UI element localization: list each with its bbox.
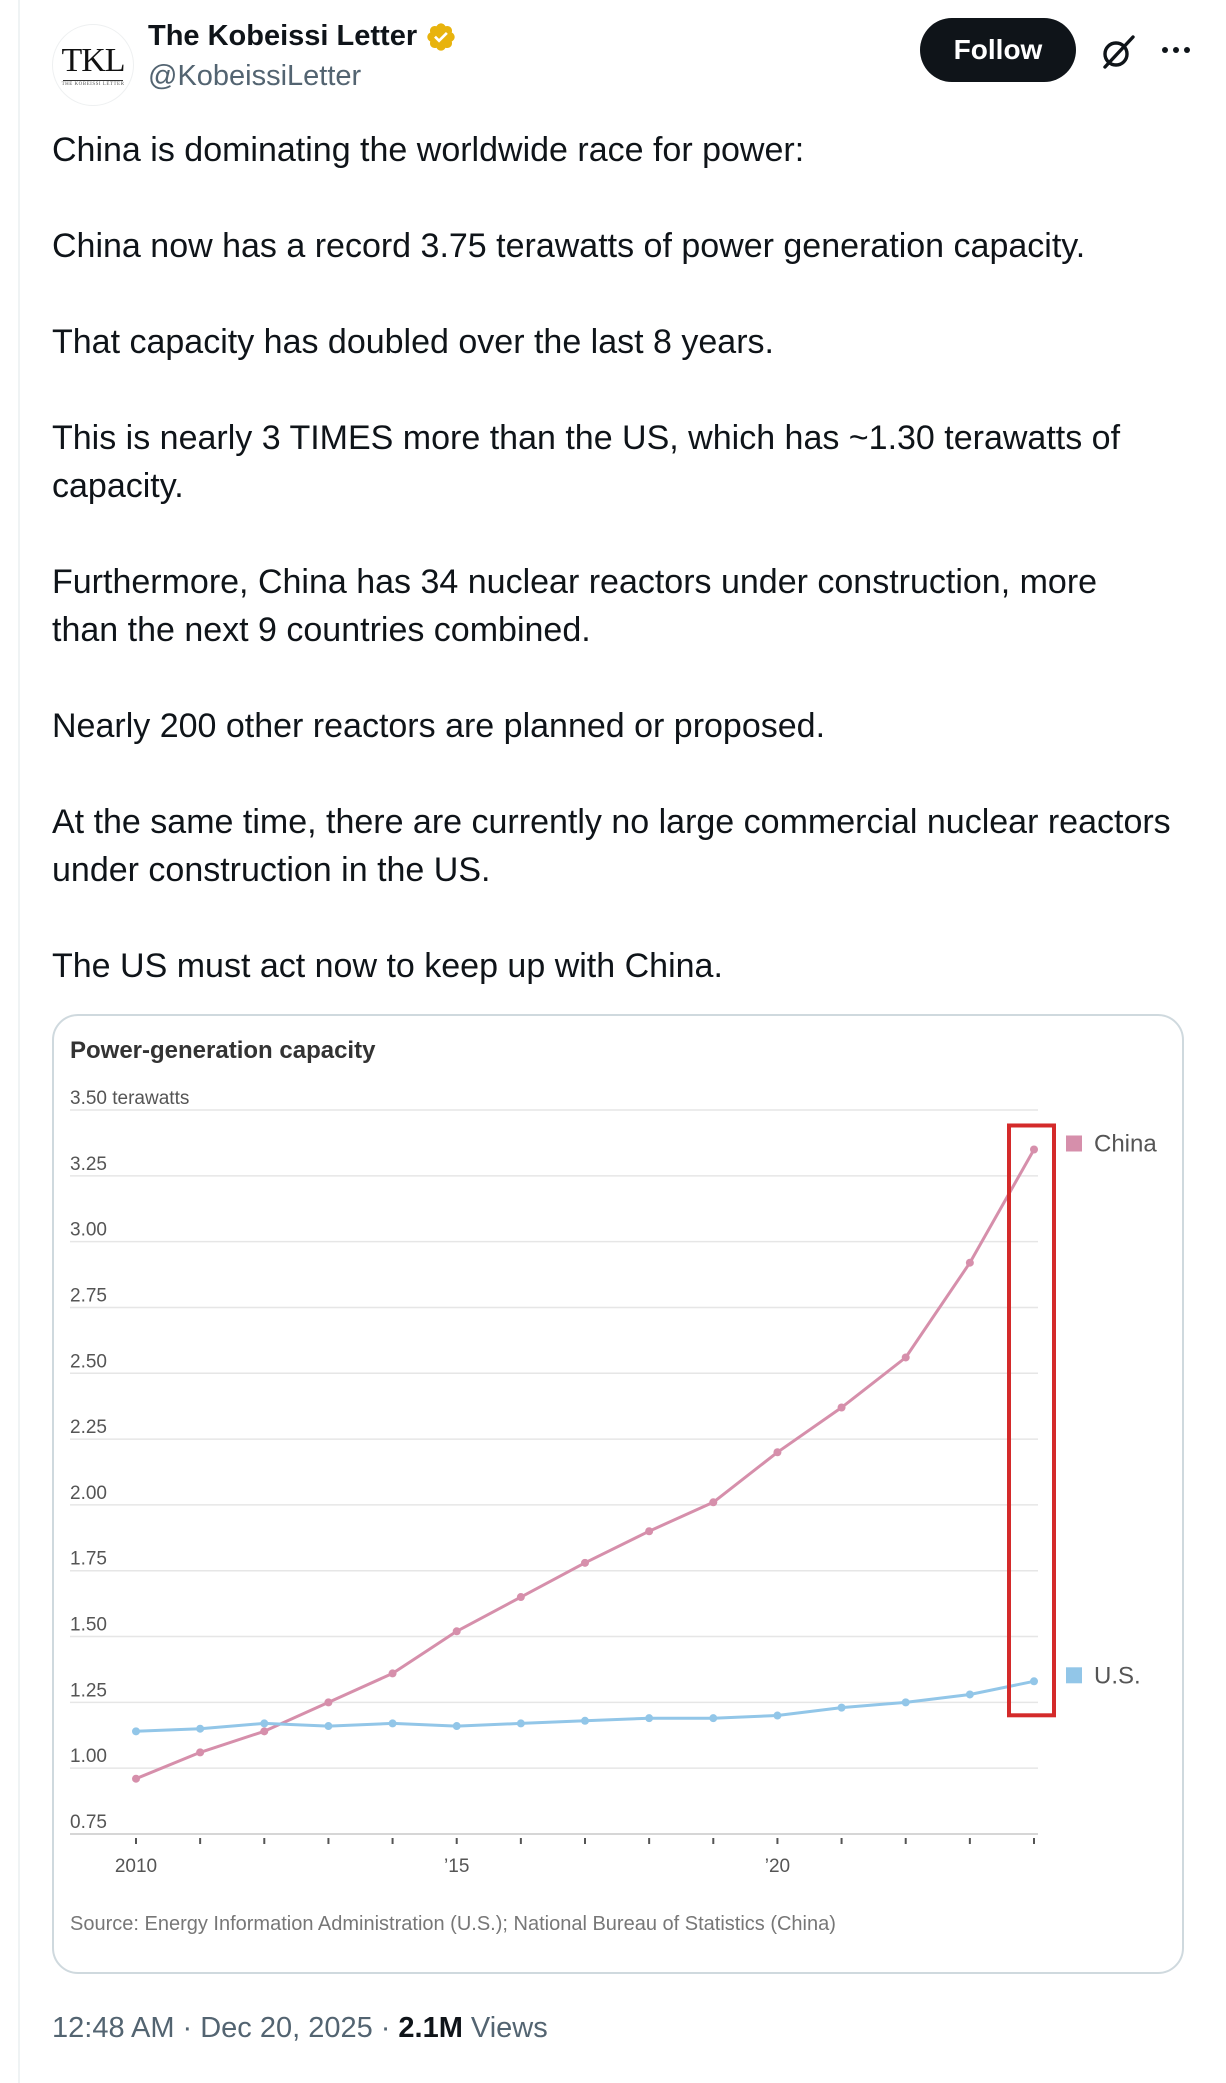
data-point	[773, 1711, 782, 1720]
timeline-divider	[18, 0, 20, 2083]
tweet-paragraph: China now has a record 3.75 terawatts of…	[52, 227, 1086, 265]
y-tick-label: 3.50 terawatts	[70, 1088, 189, 1109]
dot	[1184, 47, 1190, 53]
data-point	[452, 1627, 461, 1636]
data-point	[516, 1593, 525, 1602]
data-point	[965, 1258, 974, 1267]
tweet-meta: 12:48 AM · Dec 20, 2025 · 2.1M Views	[52, 2012, 548, 2045]
highlight-box	[1007, 1123, 1056, 1718]
meta-separator: ·	[182, 2012, 193, 2044]
data-point	[965, 1690, 974, 1699]
y-tick-label: 1.75	[70, 1549, 107, 1570]
data-point	[901, 1353, 910, 1362]
x-tick-label: 2010	[115, 1856, 157, 1877]
y-tick-label: 1.50	[70, 1615, 107, 1636]
avatar-rule	[63, 79, 123, 81]
legend-label: China	[1094, 1130, 1157, 1157]
tweet-time[interactable]: 12:48 AM	[52, 2012, 175, 2044]
display-name[interactable]: The Kobeissi Letter	[148, 20, 418, 52]
data-point	[581, 1716, 589, 1725]
data-point	[516, 1719, 525, 1728]
data-point	[452, 1722, 461, 1731]
follow-button[interactable]: Follow	[920, 18, 1076, 82]
y-tick-label: 1.00	[70, 1746, 107, 1767]
y-tick-label: 3.25	[70, 1154, 107, 1175]
data-point	[1030, 1677, 1038, 1686]
data-point	[132, 1774, 140, 1783]
data-point	[645, 1714, 654, 1723]
x-tick-label: ’20	[765, 1856, 790, 1877]
tweet-paragraph: China is dominating the worldwide race f…	[52, 131, 805, 169]
legend-swatch	[1066, 1135, 1082, 1152]
data-point	[388, 1719, 397, 1728]
tweet-date[interactable]: Dec 20, 2025	[200, 2012, 373, 2044]
data-point	[709, 1498, 718, 1507]
tweet-paragraph: This is nearly 3 TIMES more than the US,…	[52, 419, 1121, 505]
data-point	[709, 1714, 718, 1723]
y-tick-label: 2.50	[70, 1351, 107, 1372]
avatar[interactable]: TKL THE KOBEISSI LETTER	[52, 24, 134, 106]
tweet-header: TKL THE KOBEISSI LETTER The Kobeissi Let…	[52, 18, 1202, 108]
data-point	[260, 1727, 269, 1736]
data-point	[324, 1722, 333, 1731]
legend-swatch	[1066, 1667, 1082, 1684]
handle[interactable]: @KobeissiLetter	[148, 60, 362, 92]
x-tick-label: ’15	[444, 1856, 469, 1877]
chart-image[interactable]: Power-generation capacity 3.50 terawatts 3…	[52, 1014, 1184, 1974]
data-point	[196, 1724, 205, 1733]
y-tick-label: 0.75	[70, 1812, 107, 1833]
avatar-subtext: THE KOBEISSI LETTER	[61, 81, 125, 87]
tweet-paragraph: Nearly 200 other reactors are planned or…	[52, 707, 826, 745]
avatar-monogram: TKL	[61, 41, 125, 79]
tweet-text: China is dominating the worldwide race f…	[52, 126, 1172, 990]
data-point	[1030, 1145, 1038, 1154]
data-point	[901, 1698, 910, 1707]
dot	[1162, 47, 1168, 53]
verified-badge-icon	[427, 22, 455, 51]
meta-separator: ·	[380, 2012, 391, 2044]
tweet-paragraph: Furthermore, China has 34 nuclear reacto…	[52, 563, 1098, 649]
data-point	[837, 1703, 846, 1712]
data-point	[196, 1748, 205, 1757]
chart-title: Power-generation capacity	[70, 1037, 376, 1064]
series-line-china	[135, 1148, 1036, 1781]
name-row: The Kobeissi Letter	[148, 20, 457, 53]
power-capacity-chart: Power-generation capacity 3.50 terawatts 3…	[70, 1037, 1157, 1935]
more-options-icon[interactable]	[1156, 30, 1196, 70]
y-tick-label: 2.25	[70, 1417, 107, 1438]
data-point	[324, 1698, 333, 1707]
dot	[1173, 47, 1179, 53]
data-point	[388, 1669, 397, 1678]
views-label: Views	[470, 2012, 548, 2044]
data-point	[581, 1558, 589, 1567]
legend-label: U.S.	[1094, 1662, 1141, 1689]
tweet-paragraph: At the same time, there are currently no…	[52, 803, 1171, 889]
data-point	[645, 1527, 654, 1536]
tweet-paragraph: The US must act now to keep up with Chin…	[52, 947, 723, 985]
data-point	[837, 1403, 846, 1412]
data-point	[773, 1448, 782, 1457]
views-count: 2.1M	[398, 2012, 463, 2044]
tweet-paragraph: That capacity has doubled over the last …	[52, 323, 774, 361]
chart-source: Source: Energy Information Administratio…	[70, 1913, 836, 1935]
grok-icon[interactable]	[1096, 30, 1140, 74]
y-tick-label: 1.25	[70, 1680, 107, 1701]
y-tick-label: 2.00	[70, 1483, 107, 1504]
y-tick-label: 3.00	[70, 1220, 107, 1241]
data-point	[132, 1727, 140, 1736]
data-point	[260, 1719, 269, 1728]
y-tick-label: 2.75	[70, 1285, 107, 1306]
